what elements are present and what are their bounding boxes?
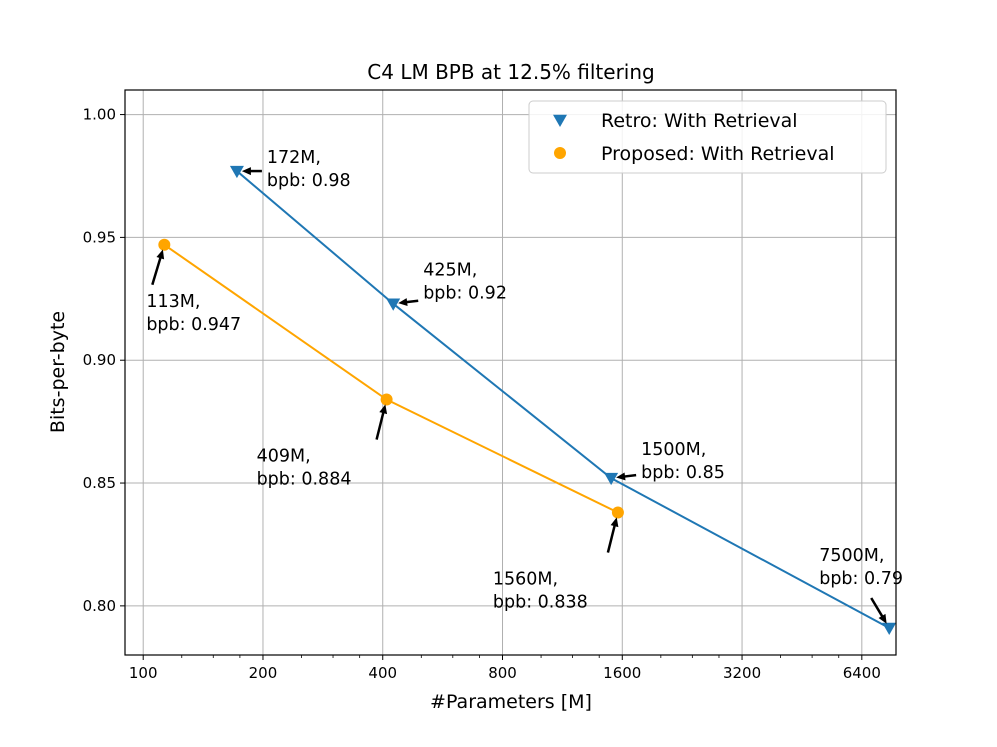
annotation-label: bpb: 0.98 <box>267 171 351 191</box>
plot-frame <box>124 89 897 656</box>
annotation-arrowhead <box>616 472 626 481</box>
legend: Retro: With Retrieval Proposed: With Retr… <box>528 100 887 174</box>
data-point <box>380 393 393 406</box>
x-tick-label: 200 <box>249 664 278 682</box>
y-tick-label: 1.00 <box>83 106 116 124</box>
annotation-arrowhead <box>878 613 887 624</box>
x-tick-label: 6400 <box>843 664 881 682</box>
y-tick-label: 0.95 <box>83 228 116 246</box>
series-line <box>163 243 619 514</box>
annotation-arrowhead <box>156 249 165 260</box>
annotation-arrowhead <box>398 298 408 307</box>
x-tick-label: 1600 <box>603 664 641 682</box>
x-tick-label: 3200 <box>723 664 761 682</box>
legend-entry: Retro: With Retrieval <box>601 110 798 132</box>
annotation-label: bpb: 0.92 <box>423 284 507 304</box>
annotation-label: 172M, <box>267 148 321 168</box>
data-point <box>158 238 171 251</box>
annotation-arrow <box>375 409 386 440</box>
data-point <box>229 165 244 179</box>
y-tick-label: 0.80 <box>83 597 116 615</box>
series-layer <box>158 165 897 635</box>
data-point <box>386 298 401 311</box>
axis-ticks: 100 200 400 800 1600 3200 6400 0.80 0.85 0.90 0.95… <box>83 106 881 682</box>
series-line <box>236 170 890 629</box>
annotation-arrowhead <box>379 404 388 415</box>
annotation-label: 113M, <box>146 292 200 312</box>
legend-marker <box>554 147 566 159</box>
x-tick-label: 800 <box>488 664 517 682</box>
data-point <box>882 622 897 635</box>
annotation-arrow <box>151 254 163 286</box>
annotation-label: bpb: 0.85 <box>641 463 725 483</box>
annotation-label: 1500M, <box>641 440 706 460</box>
annotation-arrow <box>606 522 617 553</box>
annotation-label: bpb: 0.947 <box>146 315 241 335</box>
annotation-label: 425M, <box>423 261 477 281</box>
x-tick-label: 100 <box>129 664 158 682</box>
annotation-arrowhead <box>610 517 619 528</box>
x-axis-label: #Parameters [M] <box>430 691 592 713</box>
legend-box <box>528 100 887 174</box>
annotation-label: bpb: 0.884 <box>257 470 352 490</box>
y-axis-label: Bits-per-byte <box>47 311 69 433</box>
legend-marker <box>553 114 567 127</box>
annotation-arrow <box>870 597 885 620</box>
y-tick-label: 0.90 <box>83 351 116 369</box>
data-point <box>611 506 624 519</box>
annotation-arrowhead <box>241 167 251 176</box>
annotation-label: bpb: 0.838 <box>493 593 588 613</box>
y-tick-label: 0.85 <box>83 474 116 492</box>
legend-entry: Proposed: With Retrieval <box>601 143 835 165</box>
annotation-label: 409M, <box>257 447 311 467</box>
annotations: 172M, bpb: 0.98 425M, bpb: 0.92 1500M, bpb: 0… <box>146 148 903 624</box>
annotation-label: bpb: 0.79 <box>819 569 903 589</box>
data-point <box>604 472 619 486</box>
chart-title: C4 LM BPB at 12.5% filtering <box>367 60 654 84</box>
annotation-label: 7500M, <box>819 546 884 566</box>
annotation-label: 1560M, <box>493 570 558 590</box>
x-tick-label: 400 <box>368 664 397 682</box>
grid <box>125 90 896 655</box>
